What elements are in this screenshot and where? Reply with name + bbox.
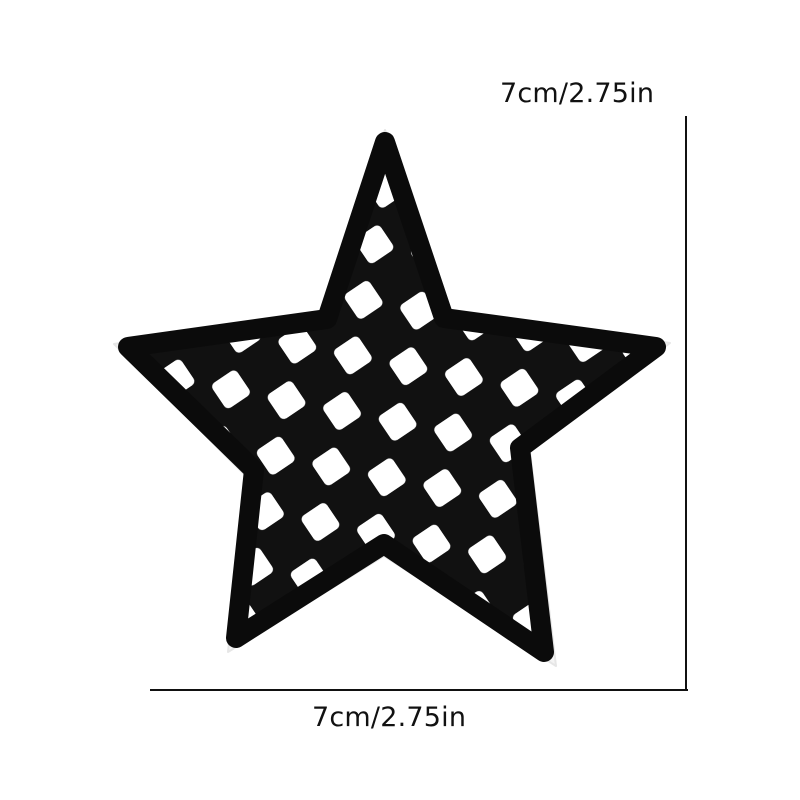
height-label: 7cm/2.75in xyxy=(500,78,655,109)
width-label: 7cm/2.75in xyxy=(312,702,467,733)
star-border xyxy=(118,132,666,662)
